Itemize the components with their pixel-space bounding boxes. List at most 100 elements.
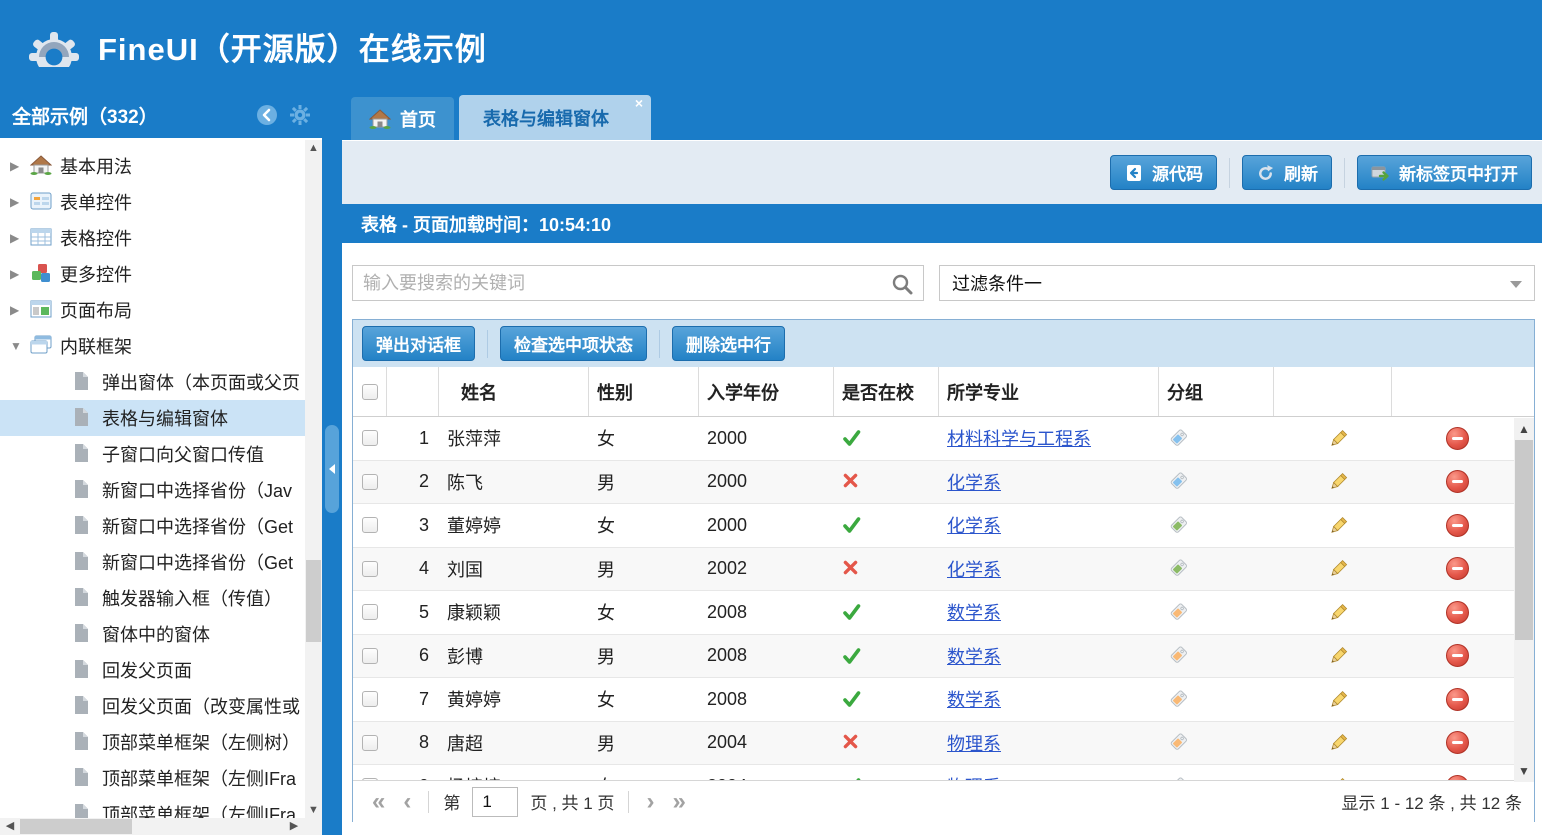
scroll-up-icon[interactable]: ▲ (308, 142, 319, 154)
tag-icon[interactable] (1167, 732, 1188, 753)
tree-expanded-arrow-icon[interactable]: ▼ (10, 339, 22, 353)
major-link[interactable]: 物理系 (947, 733, 1001, 754)
row-checkbox[interactable] (362, 647, 378, 664)
collapse-sidebar-handle[interactable] (325, 425, 339, 513)
scrollbar-thumb[interactable] (1515, 440, 1533, 640)
edit-pencil-icon[interactable] (1327, 558, 1348, 579)
open-dialog-button[interactable]: 弹出对话框 (362, 326, 475, 361)
delete-row-icon[interactable] (1445, 731, 1469, 755)
tab-home[interactable]: 首页 (351, 97, 454, 140)
prev-page-button[interactable]: ‹ (403, 787, 412, 815)
major-link[interactable]: 化学系 (947, 516, 1001, 537)
check-selection-button[interactable]: 检查选中项状态 (500, 326, 647, 361)
tag-icon[interactable] (1167, 558, 1188, 579)
edit-pencil-icon[interactable] (1327, 645, 1348, 666)
major-link[interactable]: 化学系 (947, 559, 1001, 580)
edit-pencil-icon[interactable] (1327, 428, 1348, 449)
tag-icon[interactable] (1167, 776, 1188, 780)
next-page-button[interactable]: › (646, 787, 655, 815)
gear-icon[interactable] (288, 103, 312, 127)
row-checkbox[interactable] (362, 604, 378, 621)
major-link[interactable]: 数学系 (947, 603, 1001, 624)
tree-leaf[interactable]: 新窗口中选择省份（Get (0, 544, 322, 580)
tree-node[interactable]: ▶ 表格控件 (0, 220, 322, 256)
grid-vertical-scrollbar[interactable]: ▲ ▼ (1514, 418, 1534, 782)
delete-row-icon[interactable] (1445, 557, 1469, 581)
delete-row-icon[interactable] (1445, 470, 1469, 494)
tree-collapsed-arrow-icon[interactable]: ▶ (10, 159, 20, 173)
search-input[interactable] (353, 266, 923, 300)
close-icon[interactable]: × (634, 95, 643, 111)
first-page-button[interactable]: « (372, 787, 386, 815)
tree-leaf[interactable]: 顶部菜单框架（左侧树） (0, 724, 322, 760)
delete-row-icon[interactable] (1445, 426, 1469, 450)
major-link[interactable]: 物理系 (947, 773, 1001, 780)
scroll-up-icon[interactable]: ▲ (1518, 422, 1530, 436)
delete-row-icon[interactable] (1445, 687, 1469, 711)
column-header[interactable]: 分组 (1159, 367, 1274, 416)
major-link[interactable]: 数学系 (947, 690, 1001, 711)
tree-collapsed-arrow-icon[interactable]: ▶ (10, 303, 20, 317)
edit-pencil-icon[interactable] (1327, 471, 1348, 492)
edit-pencil-icon[interactable] (1327, 689, 1348, 710)
delete-row-icon[interactable] (1445, 600, 1469, 624)
refresh-button[interactable]: 刷新 (1242, 155, 1332, 190)
page-number-input[interactable] (472, 786, 519, 817)
column-header[interactable]: 入学年份 (699, 367, 834, 416)
column-header[interactable]: 是否在校 (834, 367, 939, 416)
delete-row-icon[interactable] (1445, 644, 1469, 668)
tree-node[interactable]: ▶ 基本用法 (0, 148, 322, 184)
column-header[interactable]: 性别 (589, 367, 699, 416)
tree-leaf[interactable]: 新窗口中选择省份（Jav (0, 472, 322, 508)
sidebar-splitter[interactable] (322, 92, 342, 835)
column-header[interactable]: 姓名 (439, 367, 589, 416)
tag-icon[interactable] (1167, 428, 1188, 449)
tree-leaf[interactable]: 弹出窗体（本页面或父页 (0, 364, 322, 400)
edit-pencil-icon[interactable] (1327, 515, 1348, 536)
edit-pencil-icon[interactable] (1327, 732, 1348, 753)
row-checkbox[interactable] (362, 473, 378, 490)
source-code-button[interactable]: 源代码 (1110, 155, 1217, 190)
edit-pencil-icon[interactable] (1327, 776, 1348, 780)
tree-collapsed-arrow-icon[interactable]: ▶ (10, 231, 20, 245)
filter-dropdown[interactable]: 过滤条件一 (939, 265, 1535, 301)
tag-icon[interactable] (1167, 515, 1188, 536)
scroll-left-icon[interactable]: ◀ (5, 820, 15, 832)
scroll-down-icon[interactable]: ▼ (1518, 764, 1530, 778)
major-link[interactable]: 材料科学与工程系 (947, 429, 1091, 450)
tree-collapsed-arrow-icon[interactable]: ▶ (10, 267, 20, 281)
row-checkbox[interactable] (362, 734, 378, 751)
delete-rows-button[interactable]: 删除选中行 (672, 326, 785, 361)
tree-node[interactable]: ▶ 表单控件 (0, 184, 322, 220)
row-checkbox[interactable] (362, 691, 378, 708)
major-link[interactable]: 化学系 (947, 472, 1001, 493)
search-icon[interactable] (891, 273, 913, 295)
scroll-right-icon[interactable]: ▶ (289, 820, 299, 832)
tag-icon[interactable] (1167, 689, 1188, 710)
sidebar-horizontal-scrollbar[interactable]: ◀ ▶ (0, 818, 322, 835)
tree-node[interactable]: ▶ 页面布局 (0, 292, 322, 328)
last-page-button[interactable]: » (672, 787, 686, 815)
tree-leaf[interactable]: 触发器输入框（传值） (0, 580, 322, 616)
sidebar-vertical-scrollbar[interactable]: ▲ ▼ (305, 140, 322, 818)
column-header[interactable]: 所学专业 (939, 367, 1159, 416)
tree-leaf[interactable]: 回发父页面（改变属性或 (0, 688, 322, 724)
tree-leaf[interactable]: 回发父页面 (0, 652, 322, 688)
scroll-down-icon[interactable]: ▼ (308, 804, 319, 816)
tag-icon[interactable] (1167, 602, 1188, 623)
row-checkbox[interactable] (362, 517, 378, 534)
scrollbar-thumb[interactable] (306, 560, 321, 642)
edit-pencil-icon[interactable] (1327, 602, 1348, 623)
tag-icon[interactable] (1167, 645, 1188, 666)
select-all-checkbox[interactable] (361, 383, 378, 400)
delete-row-icon[interactable] (1445, 513, 1469, 537)
collapse-circle-icon[interactable] (255, 103, 279, 127)
row-checkbox[interactable] (362, 560, 378, 577)
major-link[interactable]: 数学系 (947, 646, 1001, 667)
tree-leaf[interactable]: 窗体中的窗体 (0, 616, 322, 652)
tree-collapsed-arrow-icon[interactable]: ▶ (10, 195, 20, 209)
tag-icon[interactable] (1167, 471, 1188, 492)
tree-leaf[interactable]: 表格与编辑窗体 (0, 400, 322, 436)
delete-row-icon[interactable] (1445, 774, 1469, 780)
row-checkbox[interactable] (362, 778, 378, 780)
